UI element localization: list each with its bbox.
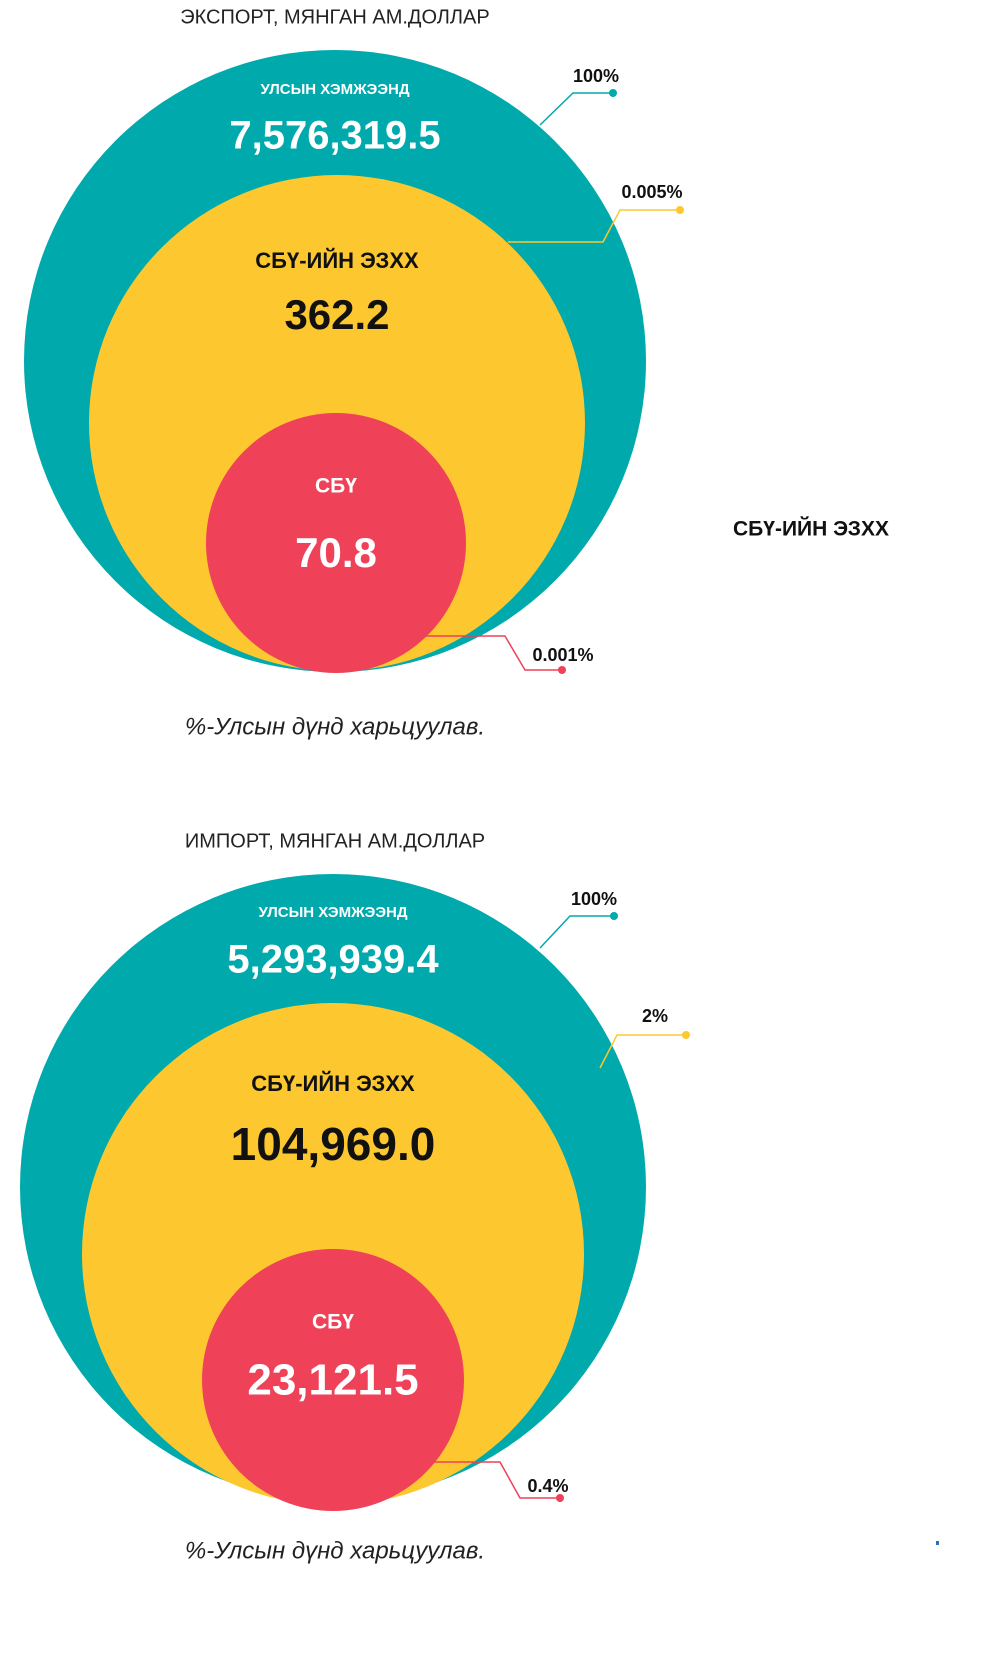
callout-line (539, 92, 613, 126)
callout-dot (609, 89, 617, 97)
callout-dot (676, 206, 684, 214)
outer-value: 5,293,939.4 (227, 938, 439, 982)
middle-value: 362.2 (284, 291, 389, 338)
inner-label: СБҮ (315, 475, 357, 498)
callout-line (599, 1034, 686, 1069)
side-label: СБҮ-ИЙН ЭЗХХ (733, 517, 889, 541)
outer-label: УЛСЫН ХЭМЖЭЭНД (260, 81, 409, 98)
inner-value: 23,121.5 (247, 1356, 418, 1405)
middle-label: СБҮ-ИЙН ЭЗХХ (255, 248, 419, 273)
share-label: 0.001% (532, 645, 593, 665)
callout-line (539, 915, 614, 949)
share-label: 100% (573, 66, 619, 86)
middle-label: СБҮ-ИЙН ЭЗХХ (251, 1071, 415, 1096)
panel-title: ИМПОРТ, МЯНГАН АМ.ДОЛЛАР (185, 830, 485, 852)
share-label: 2% (642, 1006, 668, 1026)
inner-circle (202, 1249, 464, 1511)
middle-value: 104,969.0 (231, 1118, 436, 1170)
share-label: 0.005% (621, 182, 682, 202)
share-label: 100% (571, 889, 617, 909)
callout-line (420, 1461, 560, 1499)
inner-value: 70.8 (295, 529, 377, 576)
note: %-Улсын дүнд харьцуулав. (185, 713, 485, 740)
note: %-Улсын дүнд харьцуулав. (185, 1537, 485, 1564)
callout-dot (556, 1494, 564, 1502)
outer-value: 7,576,319.5 (229, 114, 440, 158)
outer-label: УЛСЫН ХЭМЖЭЭНД (258, 904, 407, 921)
inner-circle (206, 413, 466, 673)
callout-line (508, 209, 680, 243)
callout-line (425, 635, 562, 671)
corner-mark (936, 1541, 939, 1545)
callout-dot (610, 912, 618, 920)
share-label: 0.4% (527, 1476, 568, 1496)
callout-dot (682, 1031, 690, 1039)
callout-dot (558, 666, 566, 674)
inner-label: СБҮ (312, 1311, 354, 1334)
panel-title: ЭКСПОРТ, МЯНГАН АМ.ДОЛЛАР (180, 6, 489, 28)
